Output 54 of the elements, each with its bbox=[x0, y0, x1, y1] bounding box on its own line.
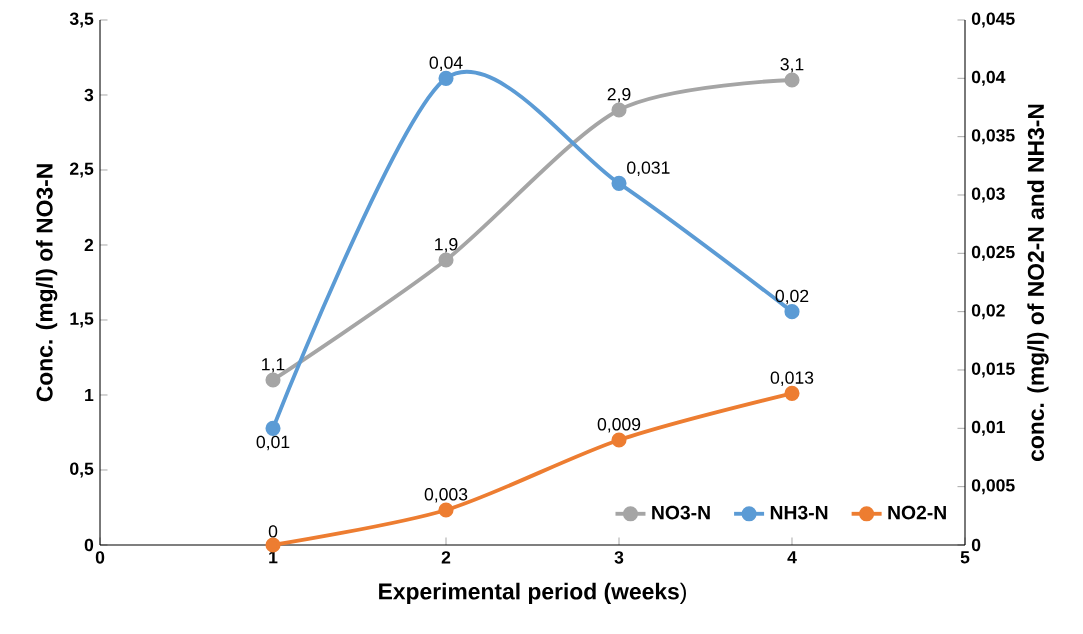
point bbox=[265, 537, 281, 553]
y2-tick-label: 0,035 bbox=[971, 129, 1015, 145]
point bbox=[611, 432, 627, 448]
legend-label: NO2-N bbox=[888, 505, 946, 520]
y-tick-label: 1,5 bbox=[70, 312, 94, 328]
data-label: 0,009 bbox=[597, 418, 641, 433]
point bbox=[438, 70, 454, 86]
y2-tick-label: 0,025 bbox=[971, 245, 1015, 261]
y-tick-label: 0,5 bbox=[70, 462, 94, 478]
point bbox=[611, 102, 627, 118]
y2-tick-label: 0,04 bbox=[971, 70, 1006, 86]
y-tick-label: 1 bbox=[85, 388, 94, 402]
y-tick-label: 3 bbox=[84, 88, 94, 102]
y-tick-label: 2,5 bbox=[69, 162, 94, 178]
y-tick-label: 2 bbox=[84, 238, 94, 252]
y2-tick-label: 0,005 bbox=[971, 479, 1015, 495]
x-tick-label: 5 bbox=[960, 551, 970, 564]
data-label: 1,9 bbox=[435, 238, 458, 253]
y2-tick-label: 0,03 bbox=[971, 187, 1005, 203]
legend-label: NH3-N bbox=[770, 505, 828, 520]
x-tick-label: 0 bbox=[95, 551, 105, 564]
data-label: 0 bbox=[268, 525, 278, 538]
y2-tick-label: 0,015 bbox=[971, 362, 1015, 378]
data-label: 0,013 bbox=[770, 371, 814, 386]
data-label: 0,04 bbox=[429, 56, 463, 71]
point bbox=[438, 502, 454, 518]
x-tick-label: 3 bbox=[614, 551, 624, 564]
data-label: 0,02 bbox=[775, 289, 809, 305]
data-label: 0,031 bbox=[627, 161, 670, 176]
data-label: 1,1 bbox=[262, 358, 285, 373]
x-tick-label: 1 bbox=[269, 551, 278, 564]
legend-label: NO3-N bbox=[652, 505, 710, 520]
x-tick-label: 2 bbox=[441, 551, 451, 564]
y2-tick-label: 0 bbox=[971, 538, 981, 552]
point bbox=[265, 420, 281, 436]
y-axis-title: Conc. (mg/l) of NO3-N bbox=[35, 164, 58, 402]
y2-tick-label: 0,045 bbox=[971, 12, 1015, 28]
y2-tick-label: 0,02 bbox=[971, 304, 1005, 320]
y-tick-label: 0 bbox=[84, 538, 94, 552]
point bbox=[784, 385, 800, 401]
y-tick-label: 3,5 bbox=[69, 12, 94, 28]
point bbox=[611, 175, 627, 191]
point bbox=[784, 72, 800, 88]
point bbox=[784, 304, 800, 320]
data-label: 0,01 bbox=[256, 435, 290, 451]
y2-tick-label: 0,01 bbox=[971, 420, 1005, 436]
x-axis-title: Experimental period (weeks) bbox=[379, 582, 686, 605]
point bbox=[438, 252, 454, 268]
data-label: 0,003 bbox=[424, 488, 468, 503]
data-label: 2,9 bbox=[607, 88, 631, 103]
data-label: 3,1 bbox=[780, 58, 804, 73]
point bbox=[265, 372, 281, 388]
y2-axis-title: conc. (mg/l) of NO2-N and NH3-N bbox=[1027, 104, 1049, 461]
x-tick-label: 4 bbox=[787, 551, 797, 564]
